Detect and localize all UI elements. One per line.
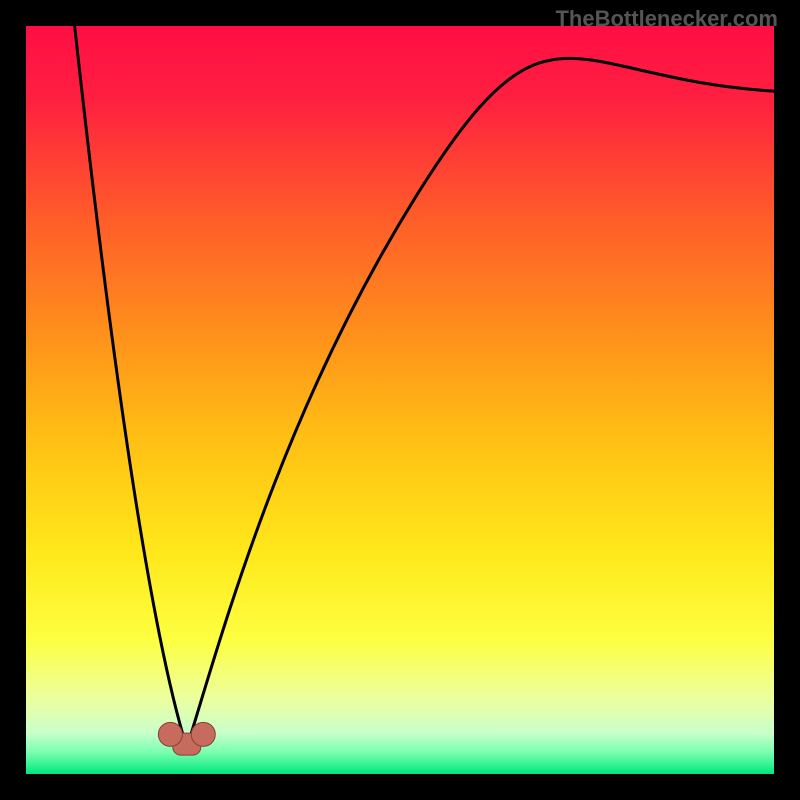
plot-area — [26, 26, 774, 774]
watermark-text: TheBottlenecker.com — [555, 6, 778, 32]
cusp-marker — [158, 722, 215, 755]
bottleneck-curve — [26, 26, 774, 774]
chart-container: TheBottlenecker.com — [0, 0, 800, 800]
